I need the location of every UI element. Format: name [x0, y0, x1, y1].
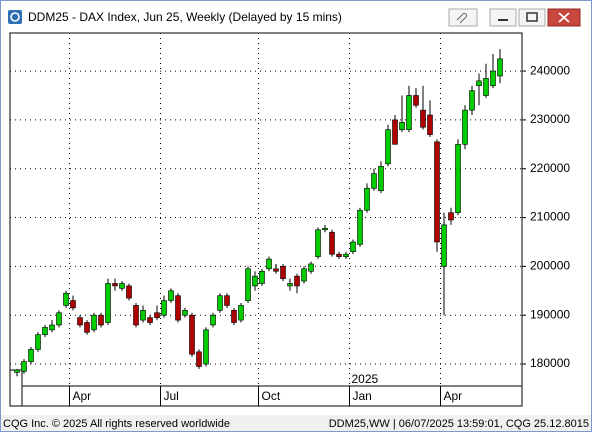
candle-body [329, 231, 335, 255]
minimize-button[interactable] [489, 8, 517, 27]
x-tick-label: Apr [444, 389, 463, 403]
candle-body [378, 165, 384, 192]
x-tick-label: Apr [73, 389, 92, 403]
candle-body [469, 90, 475, 111]
candle-body [42, 327, 48, 336]
candle-body [301, 268, 307, 282]
candle-body [483, 78, 489, 96]
candle-body [364, 187, 370, 211]
candle-body [497, 58, 503, 77]
candle-body [140, 310, 146, 321]
candle-body [287, 283, 293, 287]
candle-body [84, 322, 90, 333]
candle-body [315, 229, 321, 257]
candle-body [385, 129, 391, 165]
candle-body [105, 283, 111, 323]
scroll-box[interactable] [9, 369, 23, 407]
candle-body [182, 310, 188, 316]
candle-body [119, 283, 125, 289]
candle-body [406, 95, 412, 130]
candle-body [448, 212, 454, 221]
restore-button[interactable] [518, 8, 546, 27]
candle-body [147, 317, 153, 323]
y-tick-label: 240000 [530, 63, 570, 77]
app-icon [8, 10, 22, 24]
candle-body [210, 314, 216, 326]
candle-body [441, 224, 447, 267]
candle-body [77, 317, 83, 326]
candle-body [63, 292, 69, 306]
candle-body [217, 295, 223, 311]
candle-body [490, 70, 496, 87]
candle-body [455, 144, 461, 213]
candle-body [98, 314, 104, 326]
candle-body [399, 122, 405, 130]
candle-body [154, 312, 160, 318]
candle-body [294, 275, 300, 287]
footer-right: DDM25,WW | 06/07/2025 13:59:01, CQG 25.1… [329, 418, 589, 430]
candle-body [245, 268, 251, 301]
y-tick-label: 230000 [530, 112, 570, 126]
candle-body [259, 270, 265, 284]
candle-body [224, 295, 230, 306]
candle-body [168, 290, 174, 301]
candle-body [252, 275, 258, 287]
candle-body [49, 324, 55, 331]
y-tick-label: 220000 [530, 161, 570, 175]
candle-body [238, 305, 244, 321]
candle-body [56, 312, 62, 326]
candle-body [371, 173, 377, 189]
candle-body [434, 141, 440, 243]
y-tick-label: 190000 [530, 307, 570, 321]
candle-body [413, 95, 419, 106]
restore-icon [526, 12, 538, 22]
app-icon-glyph [10, 12, 20, 22]
candle-body [231, 310, 237, 323]
candle-body [420, 109, 426, 128]
candle-body [203, 329, 209, 365]
candle-body [476, 80, 482, 87]
candle-body [161, 300, 167, 316]
y-tick-label: 200000 [530, 259, 570, 273]
candle-body [14, 369, 20, 373]
candle-body [112, 283, 118, 287]
y-tick-label: 210000 [530, 210, 570, 224]
candle-body [266, 258, 272, 270]
close-icon [558, 12, 570, 23]
link-icon [456, 12, 468, 24]
x-tick-label: Jan [353, 389, 372, 403]
candle-body [308, 263, 314, 272]
x-tick-label: Jul [164, 389, 179, 403]
candle-body [273, 268, 279, 272]
candle-body [196, 351, 202, 367]
candle-body [70, 300, 76, 309]
candle-body [280, 266, 286, 279]
candle-body [133, 305, 139, 326]
candle-body [350, 241, 356, 253]
candle-body [91, 314, 97, 331]
candle-body [28, 349, 34, 362]
candle-body [427, 114, 433, 135]
candle-body [21, 361, 27, 372]
candle-body [126, 285, 132, 299]
chart-layer: 180000 190000 200000 210000 220000 230000 2400… [10, 33, 570, 406]
candle-body [357, 209, 363, 245]
candle-body [392, 119, 398, 145]
candle-body [175, 295, 181, 321]
x-tick-label: Oct [262, 389, 281, 403]
y-tick-label: 180000 [530, 356, 570, 370]
candle-body [35, 334, 41, 350]
candle-body [322, 227, 328, 231]
candle-body [343, 253, 349, 257]
window-title: DDM25 - DAX Index, Jun 25, Weekly (Delay… [28, 10, 342, 24]
footer-bar [1, 415, 591, 431]
candle-body [462, 109, 468, 145]
candle-body [336, 253, 342, 257]
year-label: 2025 [352, 372, 379, 386]
footer-left: CQG Inc. © 2025 All rights reserved worl… [3, 418, 230, 430]
candle-body [189, 314, 195, 355]
link-button[interactable] [448, 8, 478, 27]
